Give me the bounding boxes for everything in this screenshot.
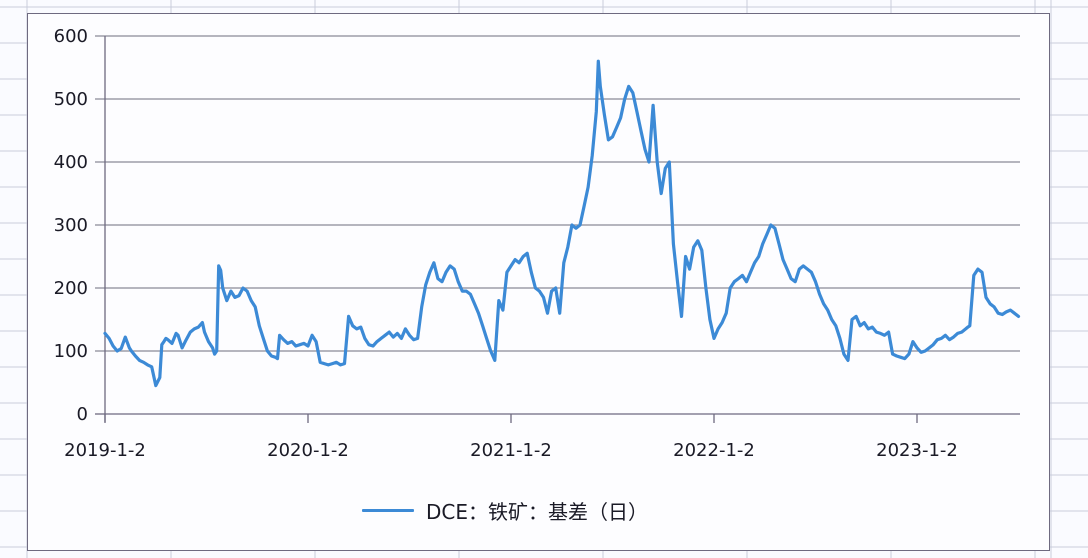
legend: DCE：铁矿：基差（日）	[362, 495, 648, 525]
y-tick-label: 0	[77, 404, 88, 425]
y-tick-label: 200	[54, 278, 88, 299]
y-tick-label: 500	[54, 89, 88, 110]
y-tick-label: 400	[54, 152, 88, 173]
legend-label: DCE：铁矿：基差（日）	[426, 499, 649, 524]
x-tick-label: 2020-1-2	[267, 440, 349, 461]
y-tick-label: 600	[54, 26, 88, 47]
x-tick-label: 2022-1-2	[673, 440, 755, 461]
x-tick-label: 2019-1-2	[64, 440, 146, 461]
y-axis-tick-labels: 0 100 200 300 400 500 600	[54, 26, 88, 425]
x-tick-label: 2021-1-2	[470, 440, 552, 461]
x-axis-tick-labels: 2019-1-2 2020-1-2 2021-1-2 2022-1-2 2023-1-2	[64, 414, 958, 461]
horizontal-gridlines	[95, 35, 1020, 415]
y-tick-label: 300	[54, 215, 88, 236]
series-line-iron-ore-basis[interactable]	[103, 59, 1021, 388]
y-tick-label: 100	[54, 341, 88, 362]
x-tick-label: 2023-1-2	[876, 440, 958, 461]
legend-line-swatch-icon	[362, 508, 414, 512]
chart-area[interactable]	[27, 13, 1050, 551]
